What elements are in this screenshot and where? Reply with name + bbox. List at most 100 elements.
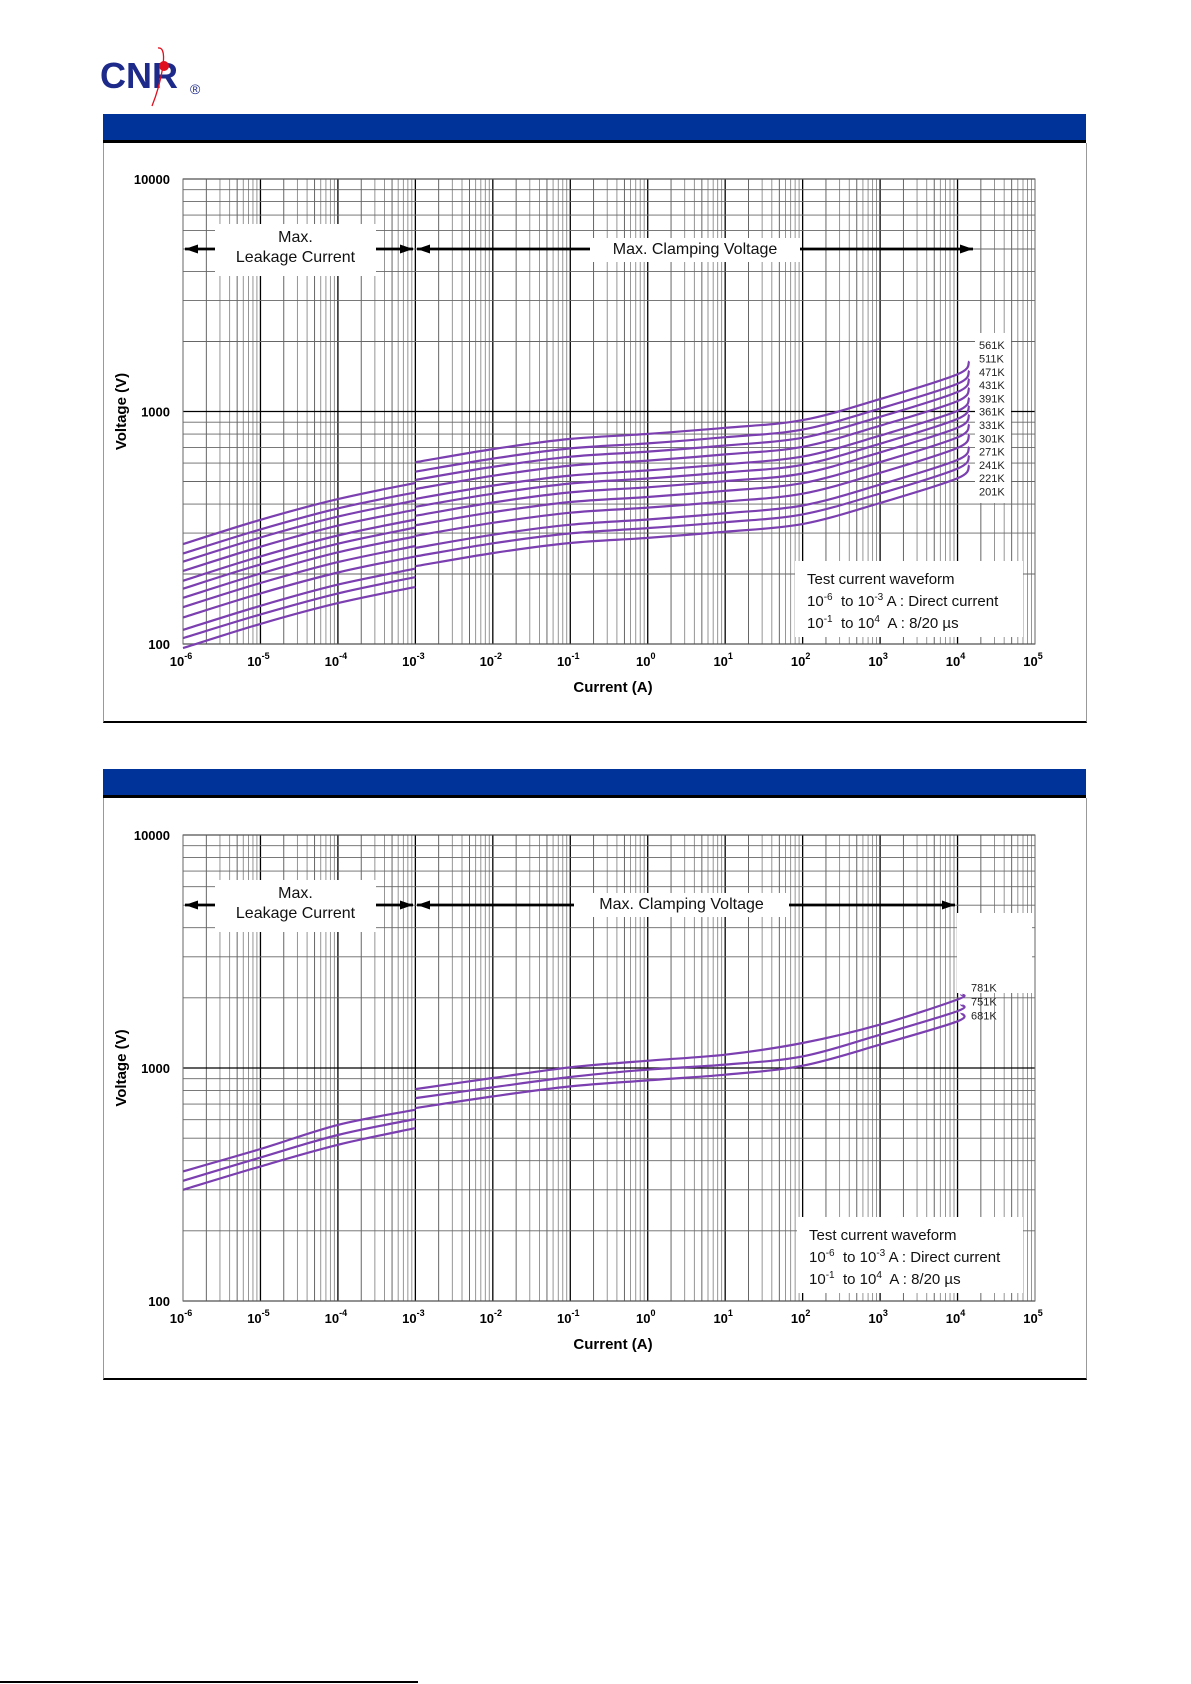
x-tick-label: 100 [636, 1308, 655, 1326]
series-471K-leakage-curve [182, 499, 416, 563]
x-axis-title: Current (A) [573, 1336, 652, 1353]
series-361K-clamp-curve [415, 405, 971, 508]
waveform-row-surge: 10-1 to 104 A : 8/20 µs [809, 1270, 961, 1288]
section-header-bar-1 [103, 114, 1086, 143]
series-511K-leakage-curve [182, 491, 416, 555]
plot-border [182, 178, 1036, 645]
waveform-row-dc: 10-6 to 10-3 A : Direct current [809, 1248, 1001, 1266]
x-tick-label: 10-4 [325, 1308, 347, 1326]
series-label-471K: 471K [979, 367, 1005, 379]
series-label-361K: 361K [979, 407, 1005, 419]
series-681K-leakage-curve [182, 1127, 416, 1191]
y-tick-label: 1000 [141, 1061, 170, 1076]
y-tick-label: 100 [148, 637, 170, 652]
chart-frame-2 [103, 798, 1087, 1380]
clamping-arrow-right-head-icon [942, 900, 955, 910]
x-tick-label: 10-3 [402, 1308, 424, 1326]
series-331K-leakage-curve [182, 535, 416, 599]
y-tick-label: 10000 [134, 172, 170, 187]
clamping-arrow-right-head-icon [960, 244, 973, 254]
waveform-row-surge: 10-1 to 104 A : 8/20 µs [807, 614, 959, 632]
clamping-annotation-1: Max. Clamping Voltage [590, 238, 800, 262]
series-471K-clamp-curve [415, 378, 971, 481]
y-tick-label: 1000 [141, 405, 170, 420]
series-201K-leakage-curve [182, 585, 416, 650]
x-tick-label: 104 [946, 1308, 965, 1326]
series-label-271K: 271K [979, 447, 1005, 459]
x-tick-label: 10-5 [247, 1308, 269, 1326]
x-tick-label: 103 [868, 651, 887, 669]
series-label-681K: 681K [971, 1011, 997, 1023]
x-tick-label: 10-6 [170, 651, 192, 669]
series-label-301K: 301K [979, 433, 1005, 445]
series-label-241K: 241K [979, 460, 1005, 472]
series-271K-clamp-curve [415, 434, 971, 537]
series-221K-leakage-curve [182, 576, 416, 640]
series-221K-clamp-curve [415, 454, 971, 558]
x-tick-label: 10-3 [402, 651, 424, 669]
series-561K-leakage-curve [182, 481, 416, 546]
x-tick-label: 103 [868, 1308, 887, 1326]
leakage-arrow-right-head-icon [400, 900, 413, 910]
x-tick-label: 105 [1023, 651, 1042, 669]
series-561K-clamp-curve [415, 360, 971, 464]
series-label-561K: 561K [979, 340, 1005, 352]
leakage-label-line1: Max. [278, 229, 313, 246]
x-tick-label: 100 [636, 651, 655, 669]
series-301K-clamp-curve [415, 423, 971, 527]
y-axis-title: Voltage (V) [113, 1029, 130, 1106]
x-tick-label: 10-2 [480, 1308, 502, 1326]
chart-frame-1 [103, 143, 1087, 723]
series-201K-clamp-curve [415, 464, 971, 568]
y-axis-title: Voltage (V) [113, 373, 130, 450]
waveform-title: Test current waveform [809, 1227, 957, 1244]
clamping-annotation-2: Max. Clamping Voltage [574, 893, 789, 917]
series-label-201K: 201K [979, 486, 1005, 498]
series-label-511K: 511K [979, 353, 1005, 365]
series-label-391K: 391K [979, 393, 1005, 405]
x-tick-label: 10-2 [480, 651, 502, 669]
leakage-annotation-2: Max. Leakage Current [215, 880, 376, 932]
x-tick-label: 10-6 [170, 1308, 192, 1326]
series-511K-clamp-curve [415, 369, 971, 473]
series-271K-leakage-curve [182, 555, 416, 619]
waveform-note-2: Test current waveform 10-6 to 10-3 A : D… [797, 1217, 1023, 1293]
logo-text: CNR [100, 55, 178, 96]
plot-border [182, 834, 1036, 1302]
series-361K-leakage-curve [182, 526, 416, 590]
series-751K-clamp-curve [415, 1003, 966, 1100]
leakage-label-line2: Leakage Current [235, 905, 356, 922]
series-label-331K: 331K [979, 420, 1005, 432]
x-tick-label: 10-1 [557, 651, 579, 669]
x-tick-label: 104 [946, 651, 965, 669]
series-group [182, 360, 971, 650]
x-tick-label: 101 [713, 651, 732, 669]
series-301K-leakage-curve [182, 544, 416, 609]
series-label-backdrop [975, 333, 1011, 503]
series-431K-leakage-curve [182, 508, 416, 573]
leakage-label-line1: Max. [278, 885, 313, 902]
series-751K-leakage-curve [182, 1117, 416, 1182]
waveform-row-dc: 10-6 to 10-3 A : Direct current [807, 592, 999, 610]
series-label-431K: 431K [979, 380, 1005, 392]
series-241K-clamp-curve [415, 445, 971, 549]
cnr-logo: CNR ® [100, 46, 210, 108]
leakage-annotation-1: Max. Leakage Current [215, 224, 376, 276]
series-391K-leakage-curve [182, 518, 416, 582]
leakage-label-line2: Leakage Current [235, 249, 356, 266]
leakage-arrow-right-head-icon [400, 244, 413, 254]
registered-mark: ® [190, 81, 201, 97]
x-tick-label: 105 [1023, 1308, 1042, 1326]
waveform-note-1: Test current waveform 10-6 to 10-3 A : D… [795, 561, 1023, 637]
series-label-751K: 751K [971, 997, 997, 1009]
series-label-781K: 781K [971, 983, 997, 995]
y-tick-label: 10000 [134, 828, 170, 843]
series-label-221K: 221K [979, 473, 1005, 485]
series-391K-clamp-curve [415, 396, 971, 500]
series-group [182, 993, 966, 1191]
waveform-title: Test current waveform [807, 571, 955, 588]
series-781K-leakage-curve [182, 1108, 416, 1173]
y-tick-label: 100 [148, 1294, 170, 1309]
